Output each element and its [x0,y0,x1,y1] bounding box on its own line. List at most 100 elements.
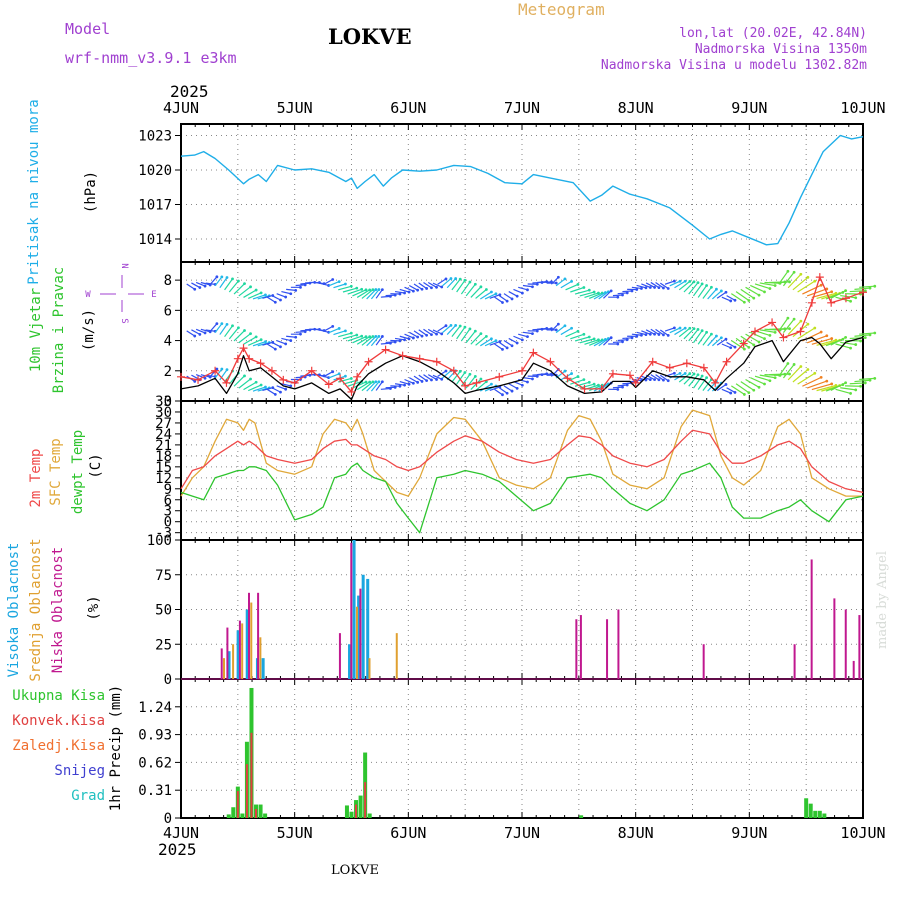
wind-arrow-head [563,277,567,281]
wind-arrow [456,279,466,293]
wind-arrow-head [570,372,573,375]
label-high-cloud: Visoka Oblacnost [6,543,22,678]
wind-arrow [248,384,262,392]
cloud-bar [220,648,223,679]
year-bottom: 2025 [158,840,197,859]
wind-arrow [603,337,612,346]
wind-arrow-head [479,377,483,381]
legend-total: Ukupna Kisa [12,688,105,704]
wind-arrow-head [854,296,858,300]
gust-marker [415,354,424,363]
wind-arrow-head [657,333,661,336]
y-tick-label: 0 [164,394,172,410]
wind-arrow-head [792,317,796,321]
wind-arrow [286,335,296,338]
wind-arrow [480,383,492,392]
wind-arrow-head [515,386,519,390]
label-pressure: Pritisak na nivou mora [26,99,42,284]
gust-marker [827,298,836,307]
wind-arrow [859,377,875,381]
wind-arrow-head [621,385,624,389]
wind-arrow [641,330,651,335]
panel-precip: 1.24 0.93 0.62 0.31 0 [138,678,864,827]
wind-arrow-head [688,372,692,375]
wind-arrow [692,283,703,297]
wind-arrow-head [279,390,282,394]
wind-arrow-head [273,393,277,396]
precip-bar [263,813,268,818]
wind-arrow-head [621,340,624,344]
wind-arrow [238,286,251,297]
precip-bar [804,798,809,818]
wind-arrow-head [729,346,733,350]
wind-arrow [598,338,609,347]
wind-arrow-head [873,284,877,288]
x-tick-label-bottom: 9JUN [731,824,767,842]
y-tick-label: 3 [164,504,172,520]
wind-arrow-head [398,292,402,296]
y-tick-label: 1017 [138,198,172,214]
wind-arrow [427,281,437,288]
wind-arrow-head [407,382,411,386]
precip-bar [355,804,358,818]
wind-arrow [612,294,623,297]
wind-arrow-head [747,299,751,302]
cloud-bar [250,602,253,679]
cloud-bar [259,637,262,679]
wind-arrow [645,329,655,335]
gust-marker [432,357,441,366]
wind-arrow [356,381,370,391]
wind-arrow [252,341,266,347]
gust-marker [495,372,504,381]
wind-arrow [352,289,367,297]
gust-marker [211,366,220,375]
wind-arrow [787,273,802,289]
wind-arrow [683,373,695,385]
gust-marker [472,378,481,387]
gust-marker [324,380,333,389]
wind-arrow [347,335,362,342]
wind-arrow-head [554,281,558,285]
wind-arrow [224,278,233,291]
wind-arrow [333,283,346,289]
wind-arrow [802,284,822,295]
wind-arrow [678,373,691,383]
wind-arrow [745,378,760,388]
wind-arrow [494,296,503,304]
wind-arrow-head [526,380,529,384]
cloud-bar [261,658,265,679]
precip-bar [255,809,258,818]
wind-arrow-head [773,376,777,380]
wind-arrow-head [616,295,620,299]
compass-icon: N W E S [85,263,156,323]
gust-marker [815,273,824,282]
gust-marker [364,357,373,366]
wind-arrow-head [597,383,600,387]
label-pressure-unit: (hPa) [83,171,99,213]
wind-arrow [399,288,410,293]
wind-arrow [636,284,647,289]
wind-arrow-head [299,285,302,289]
label-mid-cloud: Srednja Oblacnost [28,538,44,681]
gust-marker [307,366,316,375]
wind-arrow-head [501,301,504,304]
compass-w: W [85,290,91,300]
cloud-bar [348,644,352,679]
wind-arrow-head [279,345,282,349]
wind-arrow [716,383,727,391]
gust-marker [290,378,299,387]
wind-arrow [560,327,572,336]
wind-arrow-head [678,279,682,283]
wind-arrow [470,378,482,391]
wind-arrow-head [225,276,229,279]
wind-arrow [674,280,686,289]
wind-arrow [792,369,809,383]
wind-arrow [683,328,695,340]
wind-arrow [442,324,452,334]
wind-arrow-head [609,336,613,340]
wind-arrow [328,373,340,379]
wind-arrow-head [458,369,462,373]
wind-arrow-head [597,291,600,295]
precip-bar [236,791,239,818]
wind-arrow [707,335,717,347]
